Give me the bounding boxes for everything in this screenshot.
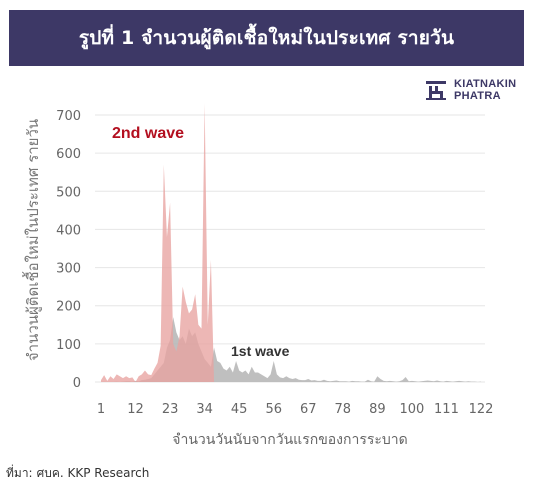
y-tick-label: 700 [56, 109, 81, 124]
x-axis-ticks: 1 12 23 34 45 56 67 78 89 100 111 122 [97, 402, 494, 417]
x-tick-label: 67 [300, 402, 317, 417]
x-tick-label: 1 [97, 402, 105, 417]
logo-line-1: KIATNAKIN [454, 78, 517, 90]
source-prefix: ที่มา: [6, 466, 33, 480]
area-series-2nd-wave [101, 103, 215, 383]
annotation-2nd-wave: 2nd wave [112, 125, 184, 142]
y-axis-ticks: 0 100 200 300 400 500 600 700 [56, 109, 81, 391]
kkp-logo: KIATNAKIN PHATRA [424, 76, 524, 106]
x-tick-label: 12 [127, 402, 144, 417]
chart-title: รูปที่ 1 จำนวนผู้ติดเชื้อใหม่ในประเทศ รา… [78, 27, 455, 49]
x-tick-label: 34 [196, 402, 213, 417]
x-tick-label: 23 [162, 402, 179, 417]
x-tick-label: 78 [335, 402, 352, 417]
x-tick-label: 111 [434, 402, 459, 417]
annotation-1st-wave: 1st wave [231, 343, 290, 359]
y-tick-label: 200 [56, 300, 81, 315]
x-tick-label: 100 [399, 402, 424, 417]
x-axis-label: จำนวนวันนับจากวันแรกของการระบาด [172, 432, 408, 448]
y-tick-label: 0 [73, 376, 81, 391]
x-tick-label: 89 [369, 402, 386, 417]
y-axis-label: จำนวนผู้ติดเชื้อใหม่ในประเทศ รายวัน [22, 119, 42, 361]
x-tick-label: 56 [265, 402, 282, 417]
chart-canvas: 0 100 200 300 400 500 600 700 1 12 23 34 45 56 67 78 89… [22, 103, 494, 448]
kkp-logo-icon [426, 81, 446, 100]
source-text: ศบค. KKP Research [36, 466, 150, 480]
y-tick-label: 600 [56, 147, 81, 162]
y-tick-label: 500 [56, 185, 81, 200]
x-tick-label: 45 [231, 402, 248, 417]
y-tick-label: 400 [56, 223, 81, 238]
y-tick-label: 100 [56, 338, 81, 353]
logo-line-2: PHATRA [454, 90, 501, 102]
logo-wordmark: KIATNAKIN PHATRA [454, 78, 516, 102]
series-areas [101, 103, 481, 383]
source-note: ที่มา: ศบค. KKP Research [6, 464, 149, 483]
title-bar: รูปที่ 1 จำนวนผู้ติดเชื้อใหม่ในประเทศ รา… [9, 10, 524, 66]
x-tick-label: 122 [469, 402, 494, 417]
grid [95, 114, 485, 383]
y-tick-label: 300 [56, 262, 81, 277]
